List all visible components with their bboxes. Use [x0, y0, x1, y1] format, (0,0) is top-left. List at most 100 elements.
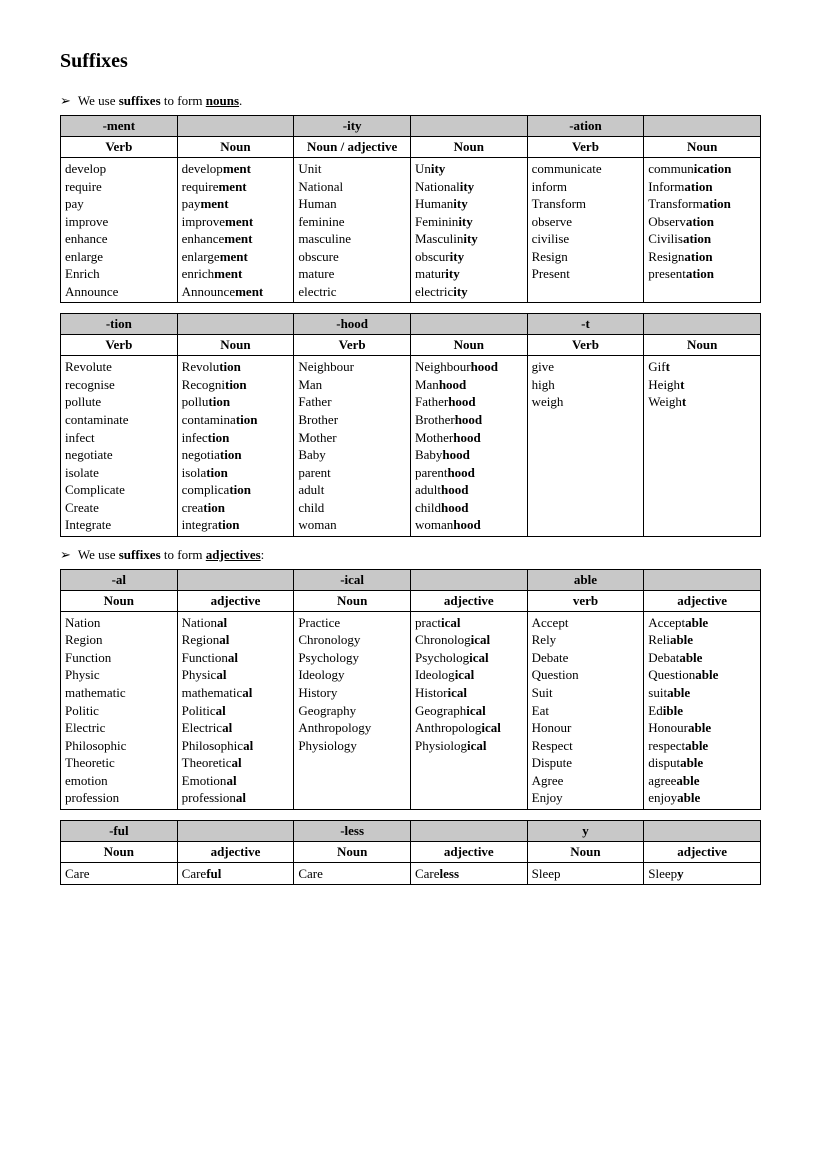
word-line: negotiation	[182, 446, 290, 464]
word-line: weigh	[532, 393, 640, 411]
word-line: Civilisation	[648, 230, 756, 248]
data-cell: practicalChronologicalPsychologicalIdeol…	[410, 611, 527, 809]
suffix-bold: ity	[453, 196, 467, 211]
suffix-bold: y	[677, 866, 684, 881]
suffix-bold: hood	[439, 377, 466, 392]
word-line: mathematical	[182, 684, 290, 702]
word-line: integration	[182, 516, 290, 534]
word-line: childhood	[415, 499, 523, 517]
suffix-header-cell: -ation	[527, 116, 644, 137]
suffix-bold: ity	[453, 284, 467, 299]
suffix-bold: tion	[218, 517, 240, 532]
column-header-cell: Noun	[61, 841, 178, 862]
suffix-bold: hood	[442, 447, 469, 462]
word-line: Brotherhood	[415, 411, 523, 429]
word-line: Nationality	[415, 178, 523, 196]
column-header-cell: Noun	[294, 841, 411, 862]
word-line: Revolution	[182, 358, 290, 376]
word-line: profession	[65, 789, 173, 807]
column-header-cell: Noun	[527, 841, 644, 862]
column-header-cell: Noun	[294, 590, 411, 611]
suffix-bold: ful	[206, 866, 221, 881]
word-line: Acceptable	[648, 614, 756, 632]
suffix-bold: ation	[684, 249, 712, 264]
word-line: Sleep	[532, 865, 640, 883]
column-header-cell: Verb	[61, 335, 178, 356]
word-line: Reliable	[648, 631, 756, 649]
word-line: parenthood	[415, 464, 523, 482]
word-line: Create	[65, 499, 173, 517]
word-line: Father	[298, 393, 406, 411]
intro-text: We use	[78, 93, 119, 108]
data-cell: UnitNationalHumanfemininemasculineobscur…	[294, 158, 411, 303]
intro-bold-underline: nouns	[206, 93, 239, 108]
intro-adjectives: ➢ We use suffixes to form adjectives:	[60, 547, 761, 563]
intro-text: :	[261, 547, 265, 562]
suffix-bold: less	[440, 866, 460, 881]
word-line: agreeable	[648, 772, 756, 790]
data-cell: Sleepy	[644, 862, 761, 885]
suffix-bold: tion	[229, 482, 251, 497]
word-line: Neighbour	[298, 358, 406, 376]
intro-text: to form	[161, 93, 206, 108]
word-line: Chronological	[415, 631, 523, 649]
suffix-bold: hood	[471, 359, 498, 374]
column-header-cell: Noun	[410, 137, 527, 158]
suffix-header-cell	[177, 116, 294, 137]
suffix-header-cell: -al	[61, 569, 178, 590]
suffix-header-cell	[644, 314, 761, 335]
column-header-cell: Noun	[61, 590, 178, 611]
suffix-bold: al	[242, 685, 252, 700]
word-line: Transformation	[648, 195, 756, 213]
column-header-cell: Noun	[410, 335, 527, 356]
word-line: payment	[182, 195, 290, 213]
word-line: feminine	[298, 213, 406, 231]
word-line: Practice	[298, 614, 406, 632]
word-line: enlargement	[182, 248, 290, 266]
suffix-bold: tion	[220, 447, 242, 462]
suffix-header-cell	[177, 314, 294, 335]
word-line: Accept	[532, 614, 640, 632]
word-line: Emotional	[182, 772, 290, 790]
word-line: Human	[298, 195, 406, 213]
suffix-bold: al	[243, 738, 253, 753]
word-line: enhance	[65, 230, 173, 248]
intro-nouns: ➢ We use suffixes to form nouns.	[60, 93, 761, 109]
word-line: mature	[298, 265, 406, 283]
word-line: Debatable	[648, 649, 756, 667]
word-line: Revolute	[65, 358, 173, 376]
word-line: isolate	[65, 464, 173, 482]
word-line: adulthood	[415, 481, 523, 499]
word-line: Rely	[532, 631, 640, 649]
word-line: improvement	[182, 213, 290, 231]
data-cell: givehighweigh	[527, 356, 644, 536]
word-line: Politic	[65, 702, 173, 720]
suffix-bold: al	[216, 703, 226, 718]
suffix-bold: tion	[208, 394, 230, 409]
suffix-header-cell: -ity	[294, 116, 411, 137]
word-line: enrichment	[182, 265, 290, 283]
suffix-bold: t	[680, 377, 684, 392]
word-line: Agree	[532, 772, 640, 790]
word-line: enlarge	[65, 248, 173, 266]
word-line: enhancement	[182, 230, 290, 248]
suffix-bold: ation	[683, 231, 711, 246]
word-line: enjoyable	[648, 789, 756, 807]
suffix-bold: ical	[467, 738, 487, 753]
suffix-header-cell: -ful	[61, 820, 178, 841]
word-line: maturity	[415, 265, 523, 283]
word-line: Unit	[298, 160, 406, 178]
word-line: Care	[65, 865, 173, 883]
word-line: Anthropology	[298, 719, 406, 737]
suffix-bold: ment	[225, 214, 253, 229]
word-line: contamination	[182, 411, 290, 429]
suffix-bold: tion	[206, 465, 228, 480]
word-line: Eat	[532, 702, 640, 720]
intro-text: We use	[78, 547, 119, 562]
word-line: Announce	[65, 283, 173, 301]
word-line: woman	[298, 516, 406, 534]
word-line: emotion	[65, 772, 173, 790]
bullet-arrow: ➢	[60, 93, 71, 108]
word-line: obscurity	[415, 248, 523, 266]
word-line: Enrich	[65, 265, 173, 283]
